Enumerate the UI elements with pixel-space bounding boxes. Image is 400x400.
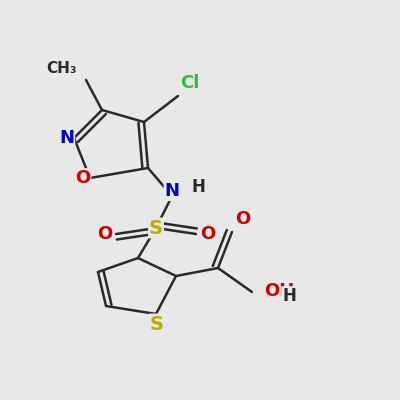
Text: N: N xyxy=(164,182,180,200)
Text: O: O xyxy=(75,169,90,187)
Text: OH: OH xyxy=(264,282,294,300)
Text: N: N xyxy=(59,129,74,147)
Text: S: S xyxy=(149,218,163,238)
Text: Cl: Cl xyxy=(180,74,199,92)
Text: S: S xyxy=(150,314,164,334)
Text: O: O xyxy=(97,225,112,243)
Text: H: H xyxy=(191,178,205,196)
Text: O: O xyxy=(200,225,215,243)
Text: CH₃: CH₃ xyxy=(46,61,77,76)
Text: O: O xyxy=(235,210,250,228)
Text: H: H xyxy=(282,287,296,305)
